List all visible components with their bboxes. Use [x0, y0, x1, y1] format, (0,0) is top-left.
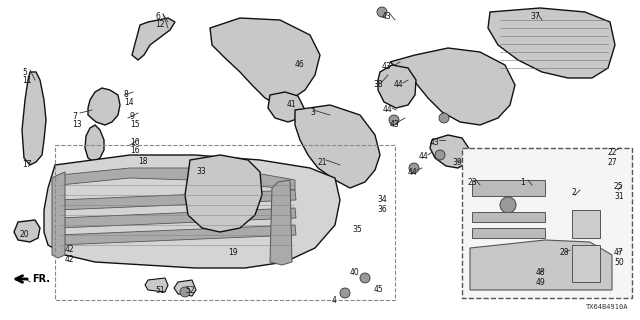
- Circle shape: [180, 287, 190, 297]
- Text: 11: 11: [22, 76, 31, 85]
- Circle shape: [409, 163, 419, 173]
- Text: 10: 10: [130, 138, 140, 147]
- Text: 49: 49: [536, 278, 546, 287]
- Text: 5: 5: [22, 68, 27, 77]
- Text: 46: 46: [295, 60, 305, 69]
- Text: 37: 37: [530, 12, 540, 21]
- Text: 25: 25: [614, 182, 623, 191]
- Text: 36: 36: [377, 205, 387, 214]
- Text: 7: 7: [72, 112, 77, 121]
- Circle shape: [389, 115, 399, 125]
- Polygon shape: [210, 18, 320, 105]
- Text: TX64B4910A: TX64B4910A: [586, 304, 628, 310]
- Text: 33: 33: [196, 167, 205, 176]
- Text: 44: 44: [394, 80, 404, 89]
- Text: 1: 1: [520, 178, 525, 187]
- Text: 9: 9: [130, 112, 135, 121]
- Text: 48: 48: [536, 268, 546, 277]
- Polygon shape: [88, 88, 120, 125]
- Polygon shape: [185, 155, 262, 232]
- Text: 16: 16: [130, 146, 140, 155]
- Circle shape: [500, 197, 516, 213]
- Text: 39: 39: [452, 158, 461, 167]
- Text: 43: 43: [382, 12, 392, 21]
- Text: 2: 2: [572, 188, 577, 197]
- Text: 21: 21: [318, 158, 328, 167]
- Polygon shape: [44, 155, 340, 268]
- Text: 23: 23: [467, 178, 477, 187]
- Circle shape: [435, 150, 445, 160]
- Text: 12: 12: [155, 20, 164, 29]
- Circle shape: [439, 113, 449, 123]
- Text: 3: 3: [310, 108, 315, 117]
- Text: 22: 22: [608, 148, 618, 157]
- Bar: [55, 145, 395, 300]
- Polygon shape: [58, 190, 296, 210]
- Text: 14: 14: [124, 98, 134, 107]
- Text: 38: 38: [373, 80, 383, 89]
- Text: 8: 8: [124, 90, 129, 99]
- Text: 50: 50: [614, 258, 624, 267]
- Text: 41: 41: [287, 100, 296, 109]
- Polygon shape: [52, 172, 65, 258]
- Text: 4: 4: [332, 296, 337, 305]
- Polygon shape: [174, 280, 196, 296]
- Polygon shape: [430, 135, 470, 168]
- Polygon shape: [378, 65, 416, 108]
- Text: 35: 35: [352, 225, 362, 234]
- Polygon shape: [270, 180, 292, 265]
- Text: 44: 44: [419, 152, 429, 161]
- Circle shape: [340, 288, 350, 298]
- Polygon shape: [58, 225, 296, 245]
- Polygon shape: [85, 125, 104, 162]
- Text: 27: 27: [608, 158, 618, 167]
- Text: 40: 40: [350, 268, 360, 277]
- Text: 28: 28: [560, 248, 570, 257]
- Text: 44: 44: [408, 168, 418, 177]
- Text: 51: 51: [155, 286, 164, 295]
- Polygon shape: [472, 212, 545, 222]
- Polygon shape: [295, 105, 380, 188]
- Polygon shape: [268, 92, 304, 122]
- Polygon shape: [572, 245, 600, 282]
- Text: 18: 18: [138, 157, 147, 166]
- Text: 43: 43: [382, 62, 392, 71]
- Text: 47: 47: [614, 248, 624, 257]
- Polygon shape: [390, 48, 515, 125]
- Polygon shape: [145, 278, 168, 292]
- Polygon shape: [22, 72, 46, 165]
- Text: 20: 20: [20, 230, 29, 239]
- Polygon shape: [472, 180, 545, 196]
- Polygon shape: [132, 18, 175, 60]
- Text: 19: 19: [228, 248, 237, 257]
- Polygon shape: [470, 240, 612, 290]
- Text: 45: 45: [374, 285, 384, 294]
- Text: 42: 42: [65, 245, 75, 254]
- Text: 52: 52: [185, 286, 195, 295]
- Polygon shape: [572, 210, 600, 238]
- Text: 42: 42: [65, 255, 75, 264]
- Polygon shape: [488, 8, 615, 78]
- Text: 15: 15: [130, 120, 140, 129]
- Circle shape: [360, 273, 370, 283]
- Bar: [462, 148, 632, 298]
- Polygon shape: [14, 220, 40, 242]
- Text: 17: 17: [22, 160, 31, 169]
- Text: 13: 13: [72, 120, 82, 129]
- Circle shape: [377, 7, 387, 17]
- Polygon shape: [58, 208, 296, 228]
- Text: 31: 31: [614, 192, 623, 201]
- Text: 34: 34: [377, 195, 387, 204]
- Text: 43: 43: [390, 120, 400, 129]
- Text: 43: 43: [430, 138, 440, 147]
- Text: 44: 44: [383, 105, 393, 114]
- Text: FR.: FR.: [32, 274, 50, 284]
- Polygon shape: [472, 228, 545, 238]
- Polygon shape: [60, 168, 295, 190]
- Text: 6: 6: [155, 12, 160, 21]
